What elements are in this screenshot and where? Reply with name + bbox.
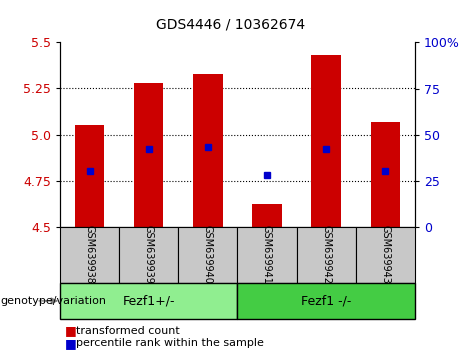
Text: ■: ■ — [65, 325, 76, 337]
Bar — [252, 205, 282, 227]
Text: GSM639939: GSM639939 — [144, 225, 154, 284]
Text: GDS4446 / 10362674: GDS4446 / 10362674 — [156, 18, 305, 32]
Bar — [60, 227, 119, 283]
Text: Fezf1+/-: Fezf1+/- — [123, 295, 175, 307]
Bar — [60, 283, 237, 319]
Bar — [178, 227, 237, 283]
Bar — [134, 83, 164, 227]
Bar — [311, 55, 341, 227]
Text: transformed count: transformed count — [76, 326, 180, 336]
Text: GSM639943: GSM639943 — [380, 225, 390, 284]
Bar — [237, 283, 415, 319]
Text: percentile rank within the sample: percentile rank within the sample — [76, 338, 264, 348]
Bar — [371, 122, 400, 227]
Bar — [356, 227, 415, 283]
Text: GSM639941: GSM639941 — [262, 225, 272, 284]
Text: GSM639940: GSM639940 — [203, 225, 213, 284]
Bar — [237, 227, 296, 283]
Text: GSM639942: GSM639942 — [321, 225, 331, 284]
Text: GSM639938: GSM639938 — [84, 225, 95, 284]
Bar — [119, 227, 178, 283]
Text: Fezf1 -/-: Fezf1 -/- — [301, 295, 351, 307]
Text: ■: ■ — [65, 337, 76, 350]
Text: genotype/variation: genotype/variation — [0, 296, 106, 306]
Bar — [75, 125, 104, 227]
Bar — [193, 74, 223, 227]
Bar — [296, 227, 356, 283]
